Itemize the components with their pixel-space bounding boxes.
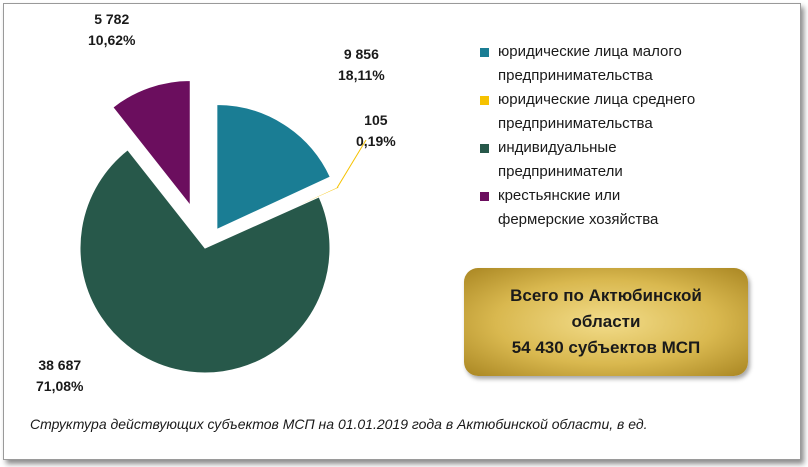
percent-label: 71,08%: [36, 378, 84, 394]
legend-label-line: предприниматели: [498, 163, 623, 180]
legend-item-medium-enterprises: юридические лица среднего предпринимател…: [478, 88, 798, 136]
leader-line-medium-enterprises: [336, 139, 367, 189]
legend-swatch: [480, 48, 489, 57]
chart-caption: Структура действующих субъектов МСП на 0…: [30, 416, 648, 432]
legend-item-individual-entrepreneurs: индивидуальные предприниматели: [478, 136, 798, 184]
legend-swatch: [480, 96, 489, 105]
legend-label-line: юридические лица среднего: [498, 91, 696, 108]
total-box: Всего по Актюбинской области 54 430 субъ…: [464, 268, 748, 376]
value-label: 105: [364, 112, 388, 128]
legend: юридические лица малого предпринимательс…: [478, 40, 798, 232]
value-label: 38 687: [38, 357, 82, 373]
percent-label: 0,19%: [356, 133, 396, 149]
data-label-medium-enterprises: 105 0,19%: [356, 110, 396, 152]
legend-label-line: предпринимательства: [498, 67, 653, 84]
legend-label-line: юридические лица малого: [498, 43, 682, 60]
percent-label: 18,11%: [338, 67, 385, 83]
legend-item-farms: крестьянские или фермерские хозяйства: [478, 184, 798, 232]
data-label-individual-entrepreneurs: 38 687 71,08%: [36, 355, 83, 397]
percent-label: 10,62%: [88, 32, 136, 48]
data-label-small-enterprises: 9 856 18,11%: [338, 44, 385, 86]
value-label: 9 856: [343, 46, 379, 62]
legend-item-small-enterprises: юридические лица малого предпринимательс…: [478, 40, 798, 88]
value-label: 5 782: [94, 11, 130, 27]
slice-individual-entrepreneurs: [79, 149, 331, 374]
legend-swatch: [480, 192, 489, 201]
total-count: 54 430 субъектов МСП: [511, 338, 701, 357]
legend-label-line: фермерские хозяйства: [498, 211, 659, 228]
legend-swatch: [480, 144, 489, 153]
slice-small-enterprises: [216, 103, 331, 231]
data-label-farms: 5 782 10,62%: [88, 9, 135, 51]
total-line: Всего по Актюбинской: [510, 286, 702, 305]
legend-label-line: предпринимательства: [498, 115, 653, 132]
legend-label-line: индивидуальные: [498, 139, 617, 156]
legend-label-line: крестьянские или: [498, 187, 621, 204]
total-line: области: [571, 312, 641, 331]
slice-farms: [112, 79, 191, 207]
